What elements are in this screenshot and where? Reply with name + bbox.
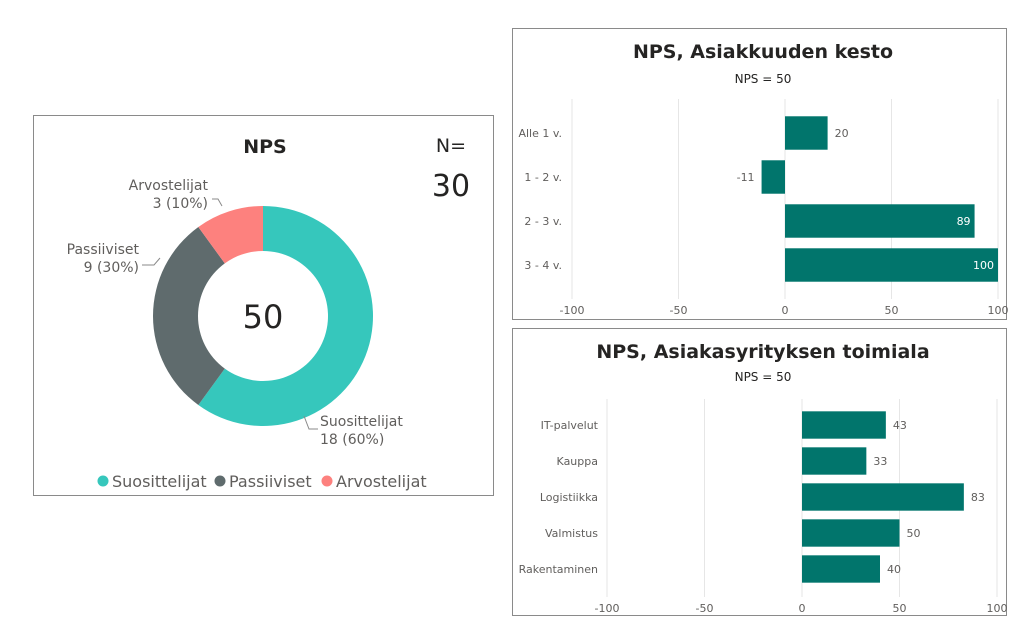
donut-slice-label-name: Arvostelijat — [129, 178, 209, 194]
chart-subtitle: NPS = 50 — [735, 370, 792, 384]
nps-donut-panel: NPS N= 30 50 Suosittelijat 18 (60%) Passii… — [33, 115, 494, 496]
donut-slice-arvostelijat[interactable] — [198, 206, 263, 264]
bar[interactable] — [785, 204, 975, 238]
bar[interactable] — [802, 519, 900, 547]
category-label: Valmistus — [545, 527, 598, 540]
donut-title: NPS — [243, 136, 287, 158]
bar-value-label: 83 — [971, 491, 985, 504]
legend-label-arvostelijat[interactable]: Arvostelijat — [336, 472, 427, 491]
category-label: 2 - 3 v. — [524, 215, 562, 228]
donut-slice-label-name: Suosittelijat — [320, 414, 403, 430]
donut-slice-label-value: 9 (30%) — [84, 260, 139, 276]
bar[interactable] — [802, 411, 886, 439]
donut-slice-passiiviset[interactable] — [152, 227, 225, 405]
legend-marker-passiiviset — [214, 475, 226, 487]
bar[interactable] — [802, 483, 964, 511]
x-tick-label: 50 — [885, 304, 899, 317]
x-tick-label: -50 — [696, 602, 714, 615]
chart-title: NPS, Asiakasyrityksen toimiala — [596, 341, 929, 363]
bar-value-label: 89 — [957, 215, 971, 228]
donut-slice-suosittelijat[interactable] — [198, 206, 373, 426]
x-tick-label: 0 — [799, 602, 806, 615]
legend-marker-arvostelijat — [321, 475, 333, 487]
nps-industry-panel: NPS, Asiakasyrityksen toimiala NPS = 50 -1… — [512, 328, 1008, 616]
category-label: Logistiikka — [540, 491, 598, 504]
chart-subtitle: NPS = 50 — [735, 72, 792, 86]
legend-label-suosittelijat[interactable]: Suosittelijat — [112, 472, 207, 491]
category-label: 3 - 4 v. — [524, 259, 562, 272]
donut-leader-line — [303, 415, 318, 430]
category-label: Alle 1 v. — [518, 127, 562, 140]
nps-tenure-chart: NPS, Asiakkuuden kesto NPS = 50 -100 -50 0 50… — [518, 41, 1009, 317]
category-label: Rakentaminen — [519, 563, 598, 576]
bar[interactable] — [802, 555, 880, 583]
donut-legend: Suosittelijat Passiiviset Arvostelijat — [97, 472, 427, 491]
x-tick-label: -100 — [560, 304, 585, 317]
nps-industry-chart: NPS, Asiakasyrityksen toimiala NPS = 50 -1… — [519, 341, 1008, 615]
bar[interactable] — [761, 160, 785, 194]
donut-slice-label-name: Passiiviset — [67, 242, 140, 258]
bar[interactable] — [785, 116, 828, 150]
donut-slice-label-value: 3 (10%) — [153, 196, 208, 212]
n-value: 30 — [432, 169, 470, 204]
category-label: Kauppa — [557, 455, 598, 468]
nps-donut-chart: NPS N= 30 50 Suosittelijat 18 (60%) Passii… — [67, 135, 470, 491]
x-tick-label: -50 — [670, 304, 688, 317]
x-tick-label: 50 — [893, 602, 907, 615]
category-label: 1 - 2 v. — [524, 171, 562, 184]
bar-value-label: 100 — [973, 259, 994, 272]
bar[interactable] — [785, 248, 998, 282]
donut-leader-line — [212, 198, 223, 207]
legend-label-passiiviset[interactable]: Passiiviset — [229, 472, 312, 491]
n-label: N= — [436, 135, 466, 157]
category-label: IT-palvelut — [541, 419, 599, 432]
x-tick-label: 100 — [987, 602, 1008, 615]
legend-marker-suosittelijat — [97, 475, 109, 487]
bar-value-label: 50 — [907, 527, 921, 540]
nps-tenure-panel: NPS, Asiakkuuden kesto NPS = 50 -100 -50 0 50… — [512, 28, 1009, 320]
bar[interactable] — [802, 447, 867, 475]
chart-title: NPS, Asiakkuuden kesto — [633, 41, 893, 63]
donut-center-value: 50 — [243, 298, 284, 336]
bar-value-label: 33 — [873, 455, 887, 468]
donut-leader-line — [142, 257, 161, 266]
x-tick-label: -100 — [595, 602, 620, 615]
x-tick-label: 0 — [782, 304, 789, 317]
bar-value-label: 20 — [835, 127, 849, 140]
bar-value-label: 43 — [893, 419, 907, 432]
x-tick-label: 100 — [988, 304, 1009, 317]
bar-value-label: -11 — [737, 171, 755, 184]
bar-value-label: 40 — [887, 563, 901, 576]
donut-slice-label-value: 18 (60%) — [320, 432, 384, 448]
